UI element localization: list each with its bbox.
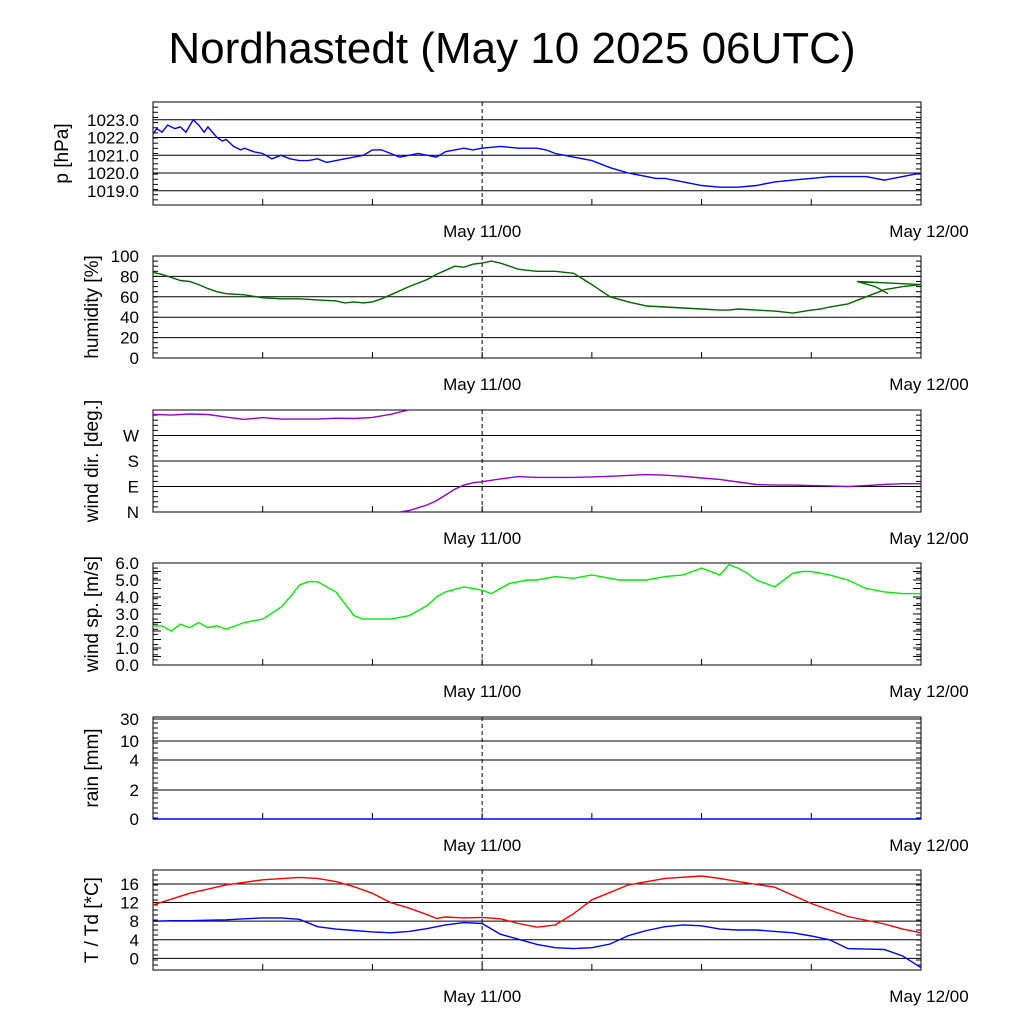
- y-tick-label: 0: [130, 949, 139, 968]
- y-axis-label: wind dir. [deg.]: [82, 400, 103, 524]
- y-tick-label: 40: [120, 308, 139, 327]
- panel-frame: [152, 101, 922, 206]
- y-tick-label: 4: [130, 751, 139, 770]
- y-tick-label: 20: [120, 329, 139, 348]
- y-tick-label: 12: [120, 894, 139, 913]
- x-tick-label: May 11/00: [443, 987, 521, 1006]
- y-tick-label: S: [128, 452, 139, 471]
- y-tick-label: 100: [111, 247, 139, 266]
- y-axis-label: p [hPa]: [52, 123, 73, 183]
- series-line: [153, 563, 921, 632]
- x-tick-label: May 11/00: [443, 529, 521, 548]
- panel-frame: [152, 869, 922, 971]
- y-tick-label: E: [128, 478, 139, 497]
- x-tick-label: May 11/00: [443, 836, 521, 855]
- x-tick-label: May 12/00: [889, 987, 968, 1006]
- y-tick-label: 60: [120, 288, 139, 307]
- series-line: [152, 260, 922, 314]
- y-tick-label: 1022.0: [87, 129, 139, 148]
- y-tick-label: 2: [130, 781, 139, 800]
- x-tick-label: May 12/00: [889, 682, 968, 701]
- x-tick-label: May 11/00: [443, 375, 521, 394]
- y-tick-label: 0: [130, 349, 139, 368]
- y-tick-label: W: [123, 427, 139, 446]
- x-tick-label: May 12/00: [889, 836, 968, 855]
- x-tick-label: May 12/00: [889, 222, 968, 241]
- y-tick-label: 1023.0: [87, 111, 139, 130]
- y-tick-label: 6.0: [115, 554, 139, 573]
- y-tick-label: 1.0: [115, 639, 139, 658]
- y-axis-label: humidity [%]: [82, 255, 103, 358]
- y-axis-label: rain [mm]: [82, 728, 103, 807]
- y-tick-label: 4: [130, 931, 139, 950]
- series-line: [152, 917, 922, 969]
- y-axis-label: wind sp. [m/s]: [82, 556, 103, 673]
- y-tick-label: 1020.0: [87, 164, 139, 183]
- y-tick-label: 80: [120, 267, 139, 286]
- x-tick-label: May 12/00: [889, 529, 968, 548]
- x-tick-label: May 11/00: [443, 682, 521, 701]
- y-tick-label: 3.0: [115, 605, 139, 624]
- y-tick-label: 1021.0: [87, 146, 139, 165]
- series-line: [152, 118, 922, 188]
- y-tick-label: 0: [130, 810, 139, 829]
- y-tick-label: 0.0: [115, 656, 139, 675]
- x-tick-label: May 11/00: [443, 222, 521, 241]
- series-line: [152, 875, 922, 934]
- y-tick-label: 16: [120, 875, 139, 894]
- panel-frame: [152, 562, 922, 666]
- y-tick-label: 5.0: [115, 571, 139, 590]
- y-tick-label: 30: [120, 710, 139, 729]
- panel-frame: [152, 716, 922, 820]
- y-tick-label: 10: [120, 732, 139, 751]
- series-line: [399, 473, 921, 513]
- series-line: [152, 409, 410, 421]
- y-tick-label: 8: [130, 912, 139, 931]
- x-tick-label: May 12/00: [889, 375, 968, 394]
- chart-title: Nordhastedt (May 10 2025 06UTC): [168, 24, 856, 73]
- y-tick-label: 4.0: [115, 588, 139, 607]
- y-tick-label: N: [127, 503, 139, 522]
- y-axis-label: T / Td [*C]: [82, 877, 103, 963]
- y-tick-label: 1019.0: [87, 182, 139, 201]
- y-tick-label: 2.0: [115, 622, 139, 641]
